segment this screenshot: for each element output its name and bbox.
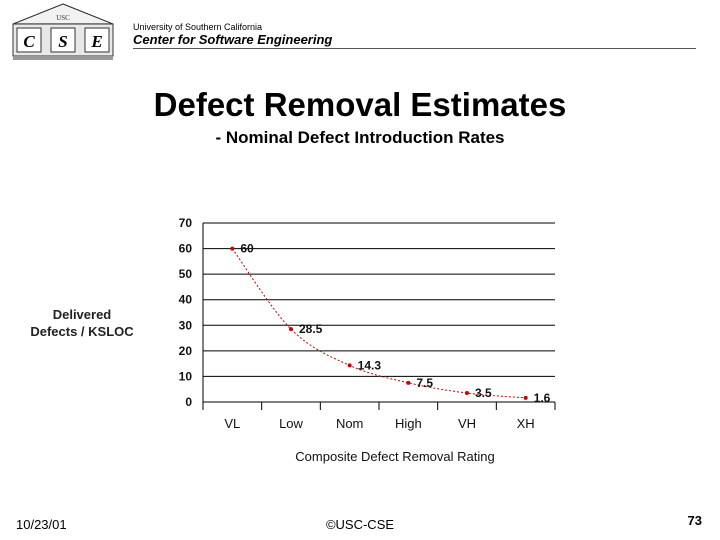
page-number: 73 [687, 513, 702, 528]
footer-date: 10/23/01 [16, 517, 67, 532]
y-tick-label: 60 [179, 242, 193, 256]
data-label: 3.5 [475, 386, 492, 400]
y-tick-label: 40 [179, 293, 193, 307]
header-divider [133, 48, 696, 49]
y-tick-label: 30 [179, 318, 193, 332]
logo-top-text: USC [56, 14, 70, 22]
data-point [465, 391, 469, 396]
data-point [289, 327, 293, 332]
y-axis-label: Delivered Defects / KSLOC [30, 307, 134, 339]
footer-copyright: ©USC-CSE [325, 517, 395, 532]
data-label: 28.5 [299, 322, 323, 336]
logo-letter-s: S [58, 32, 67, 51]
x-tick-label: Low [279, 416, 303, 431]
x-tick-label: XH [517, 416, 535, 431]
y-tick-label: 10 [179, 369, 193, 383]
data-label: 7.5 [416, 376, 433, 390]
x-axis-label: Composite Defect Removal Rating [295, 449, 494, 464]
slide-subtitle: - Nominal Defect Introduction Rates [215, 128, 505, 147]
logo-letter-c: C [23, 32, 35, 51]
x-tick-label: Nom [336, 416, 363, 431]
data-point [406, 380, 411, 385]
y-tick-label: 0 [185, 395, 192, 409]
y-tick-label: 50 [179, 267, 193, 281]
y-tick-label: 70 [179, 216, 193, 230]
cse-logo: USC C S E [12, 3, 114, 60]
y-tick-label: 20 [179, 344, 193, 358]
x-tick-label: High [395, 416, 422, 431]
x-tick-label: VL [224, 416, 240, 431]
data-label: 60 [240, 242, 254, 256]
department-name: Center for Software Engineering [133, 32, 333, 47]
data-point [523, 395, 528, 400]
data-point [230, 246, 235, 251]
slide-title: Defect Removal Estimates [153, 86, 567, 123]
data-label: 14.3 [358, 358, 382, 372]
university-name: University of Southern California [133, 22, 263, 32]
logo-letter-e: E [90, 32, 102, 51]
data-label: 1.6 [534, 391, 551, 405]
x-tick-label: VH [458, 416, 476, 431]
data-point [347, 363, 352, 368]
series-line [231, 248, 526, 399]
